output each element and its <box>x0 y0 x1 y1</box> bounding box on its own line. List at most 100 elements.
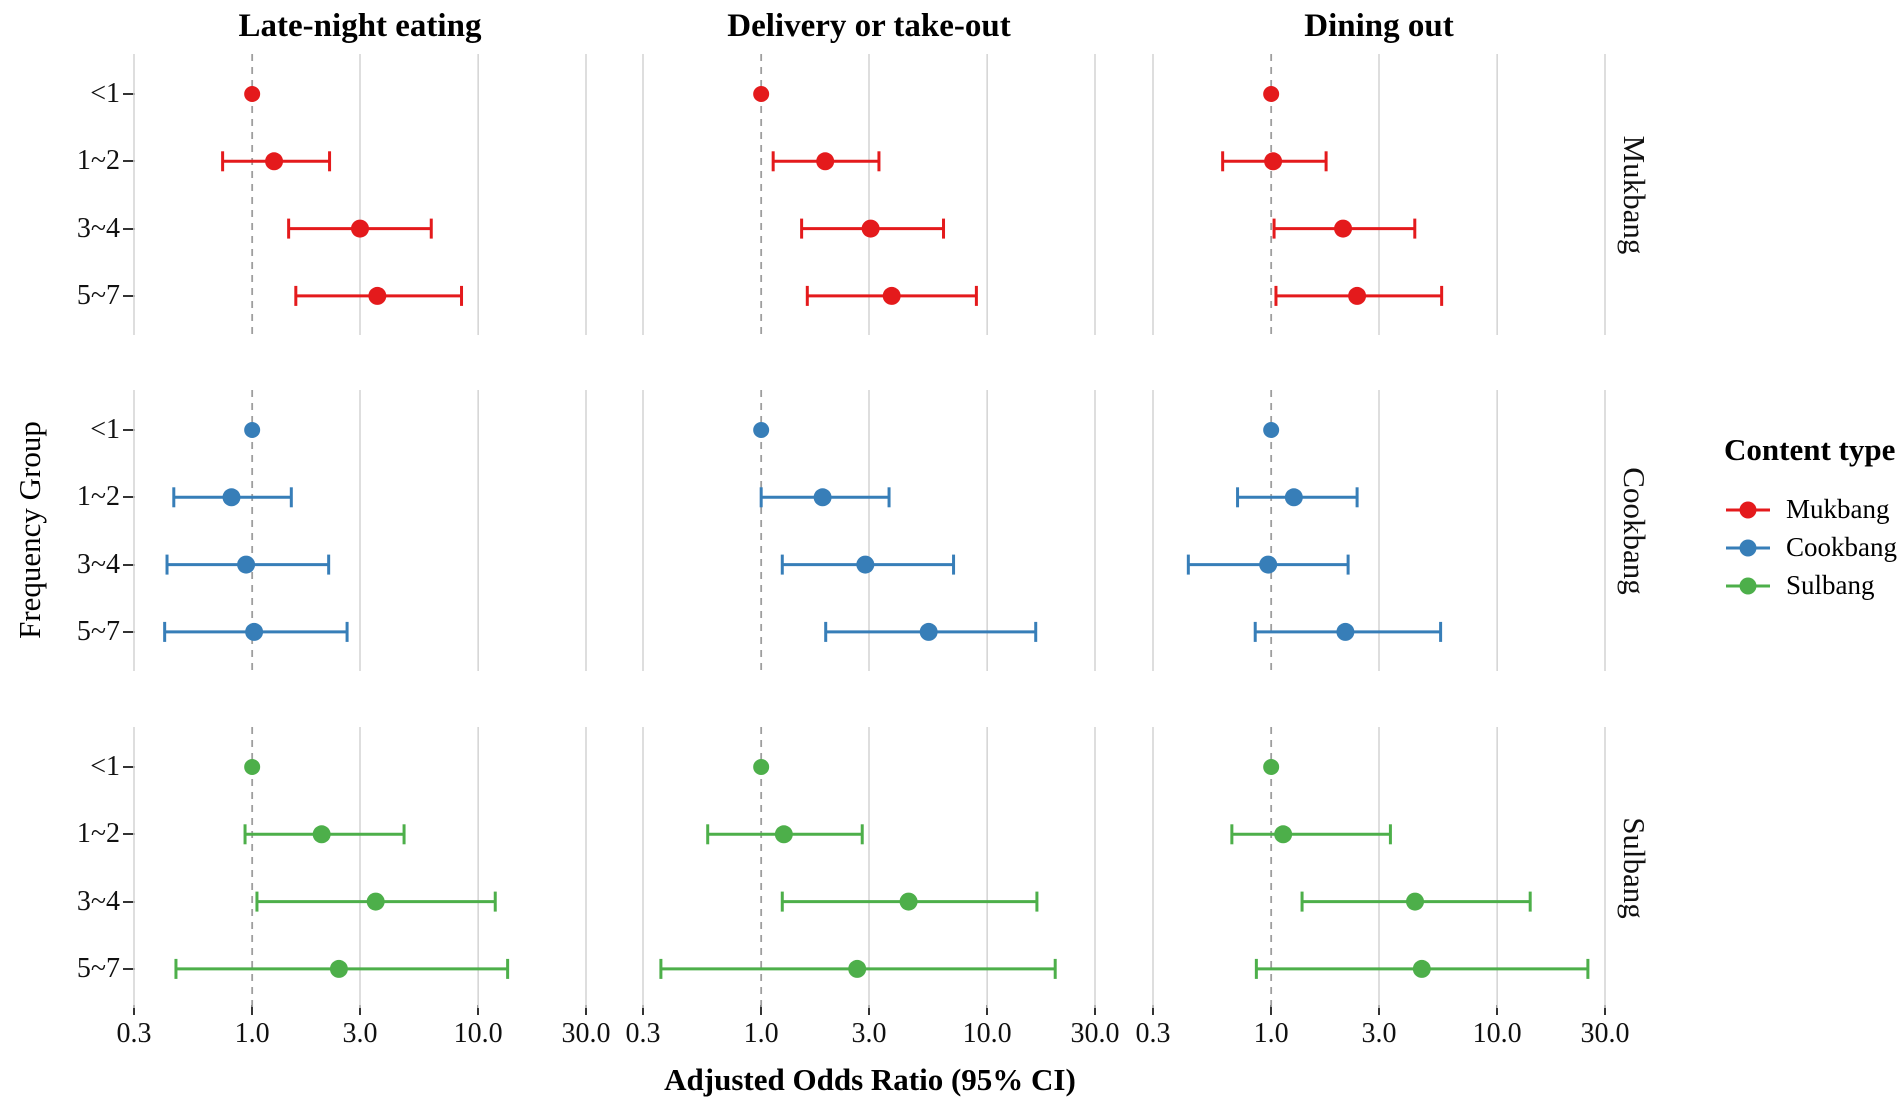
legend-marker-sulbang <box>1726 577 1770 594</box>
x-tick-label: 30.0 <box>561 1018 611 1049</box>
data-point <box>1274 825 1293 844</box>
legend-marker-cookbang <box>1726 539 1770 556</box>
facet-panel <box>1152 54 1606 335</box>
legend-marker-dot <box>1739 539 1757 556</box>
data-point-group <box>1263 759 1280 775</box>
data-point-group <box>172 487 293 508</box>
legend-item-label: Cookbang <box>1786 532 1897 562</box>
x-tick-label: 30.0 <box>1580 1018 1630 1049</box>
data-point-group <box>759 487 891 508</box>
y-tick-label: <1 <box>90 751 120 782</box>
x-tick-label: 1.0 <box>743 1018 779 1049</box>
data-point <box>244 422 261 438</box>
data-point-group <box>1300 891 1532 912</box>
x-tick-label: 10.0 <box>1472 1018 1522 1049</box>
data-point-group <box>771 151 881 172</box>
data-point-group <box>1274 285 1444 306</box>
x-tick-label: 1.0 <box>234 1018 270 1049</box>
facet-panel <box>133 54 587 335</box>
data-point-group <box>1253 621 1443 642</box>
data-point <box>1334 219 1353 238</box>
data-point-group <box>780 554 956 575</box>
legend-title: Content type <box>1724 432 1896 467</box>
data-point <box>1348 286 1367 305</box>
data-point-group <box>1186 554 1350 575</box>
y-tick-label: 3~4 <box>76 548 120 580</box>
data-point-group <box>165 554 331 575</box>
data-point <box>329 959 348 978</box>
y-tick-mark <box>123 93 135 95</box>
y-axis-title: Frequency Group <box>12 421 47 639</box>
data-point <box>1284 488 1303 507</box>
y-tick-mark <box>123 630 135 633</box>
y-tick-mark <box>123 496 135 499</box>
data-point-group <box>1236 487 1359 508</box>
y-tick-mark <box>123 294 135 297</box>
data-point <box>861 219 880 238</box>
data-point-group <box>1221 151 1328 172</box>
x-axis-title: Adjusted Odds Ratio (95% CI) <box>664 1062 1076 1097</box>
data-point <box>753 422 770 438</box>
data-point <box>351 219 369 238</box>
legend-item: Cookbang <box>1724 532 1897 563</box>
legend-marker-dot <box>1739 501 1757 518</box>
y-tick-mark <box>123 563 135 566</box>
facet-panel <box>133 727 587 1008</box>
data-point-group <box>780 891 1039 912</box>
facet-column-title: Dining out <box>1304 8 1454 44</box>
data-point-group <box>294 285 464 306</box>
y-tick-mark <box>123 900 135 903</box>
data-point <box>1263 759 1280 775</box>
facet-panel <box>642 54 1096 335</box>
x-tick-label: 3.0 <box>342 1018 378 1049</box>
y-tick-mark <box>123 429 135 431</box>
data-point-group <box>174 958 510 979</box>
y-tick-label: 1~2 <box>76 481 120 513</box>
data-point <box>848 959 867 978</box>
data-point-group <box>1263 422 1280 438</box>
legend-marker-dot <box>1739 577 1757 594</box>
data-point-group <box>244 759 261 775</box>
data-point <box>1336 622 1355 641</box>
data-point <box>312 825 331 844</box>
y-tick-mark <box>123 833 135 836</box>
data-point-group <box>1263 86 1280 102</box>
y-tick-mark <box>123 227 135 230</box>
data-point-group <box>706 824 864 845</box>
facet-row-strip: Sulbang <box>1617 816 1652 919</box>
data-point <box>1412 959 1431 978</box>
legend: Content type Mukbang Cookbang Sulbang <box>1724 432 1902 622</box>
facet-panel <box>642 390 1096 671</box>
y-tick-mark <box>123 967 135 970</box>
x-tick-label: 3.0 <box>851 1018 887 1049</box>
x-tick-label: 30.0 <box>1070 1018 1120 1049</box>
facet-panel <box>1152 390 1606 671</box>
data-point <box>245 622 264 641</box>
legend-item: Sulbang <box>1724 570 1875 601</box>
data-point <box>1264 152 1283 171</box>
data-point-group <box>221 151 332 172</box>
facet-row-strip: Mukbang <box>1617 135 1652 254</box>
x-tick-label: 0.3 <box>116 1018 152 1049</box>
data-point-group <box>753 86 770 102</box>
data-point-group <box>1230 824 1392 845</box>
facet-panel <box>642 727 1096 1008</box>
data-point-group <box>753 422 770 438</box>
data-point <box>237 555 256 574</box>
data-point <box>919 622 938 641</box>
data-point <box>816 152 835 171</box>
data-point <box>856 555 875 574</box>
data-point-group <box>244 86 261 102</box>
facet-panel <box>133 390 587 671</box>
y-tick-label: 3~4 <box>76 212 120 244</box>
y-tick-label: 1~2 <box>76 145 120 177</box>
data-point-group <box>1272 218 1417 239</box>
data-point <box>244 759 261 775</box>
x-tick-label: 10.0 <box>453 1018 503 1049</box>
data-point-group <box>1254 958 1590 979</box>
y-tick-label: 5~7 <box>76 279 120 311</box>
y-tick-label: <1 <box>90 78 120 109</box>
data-point <box>244 86 261 102</box>
y-tick-label: 5~7 <box>76 952 120 984</box>
